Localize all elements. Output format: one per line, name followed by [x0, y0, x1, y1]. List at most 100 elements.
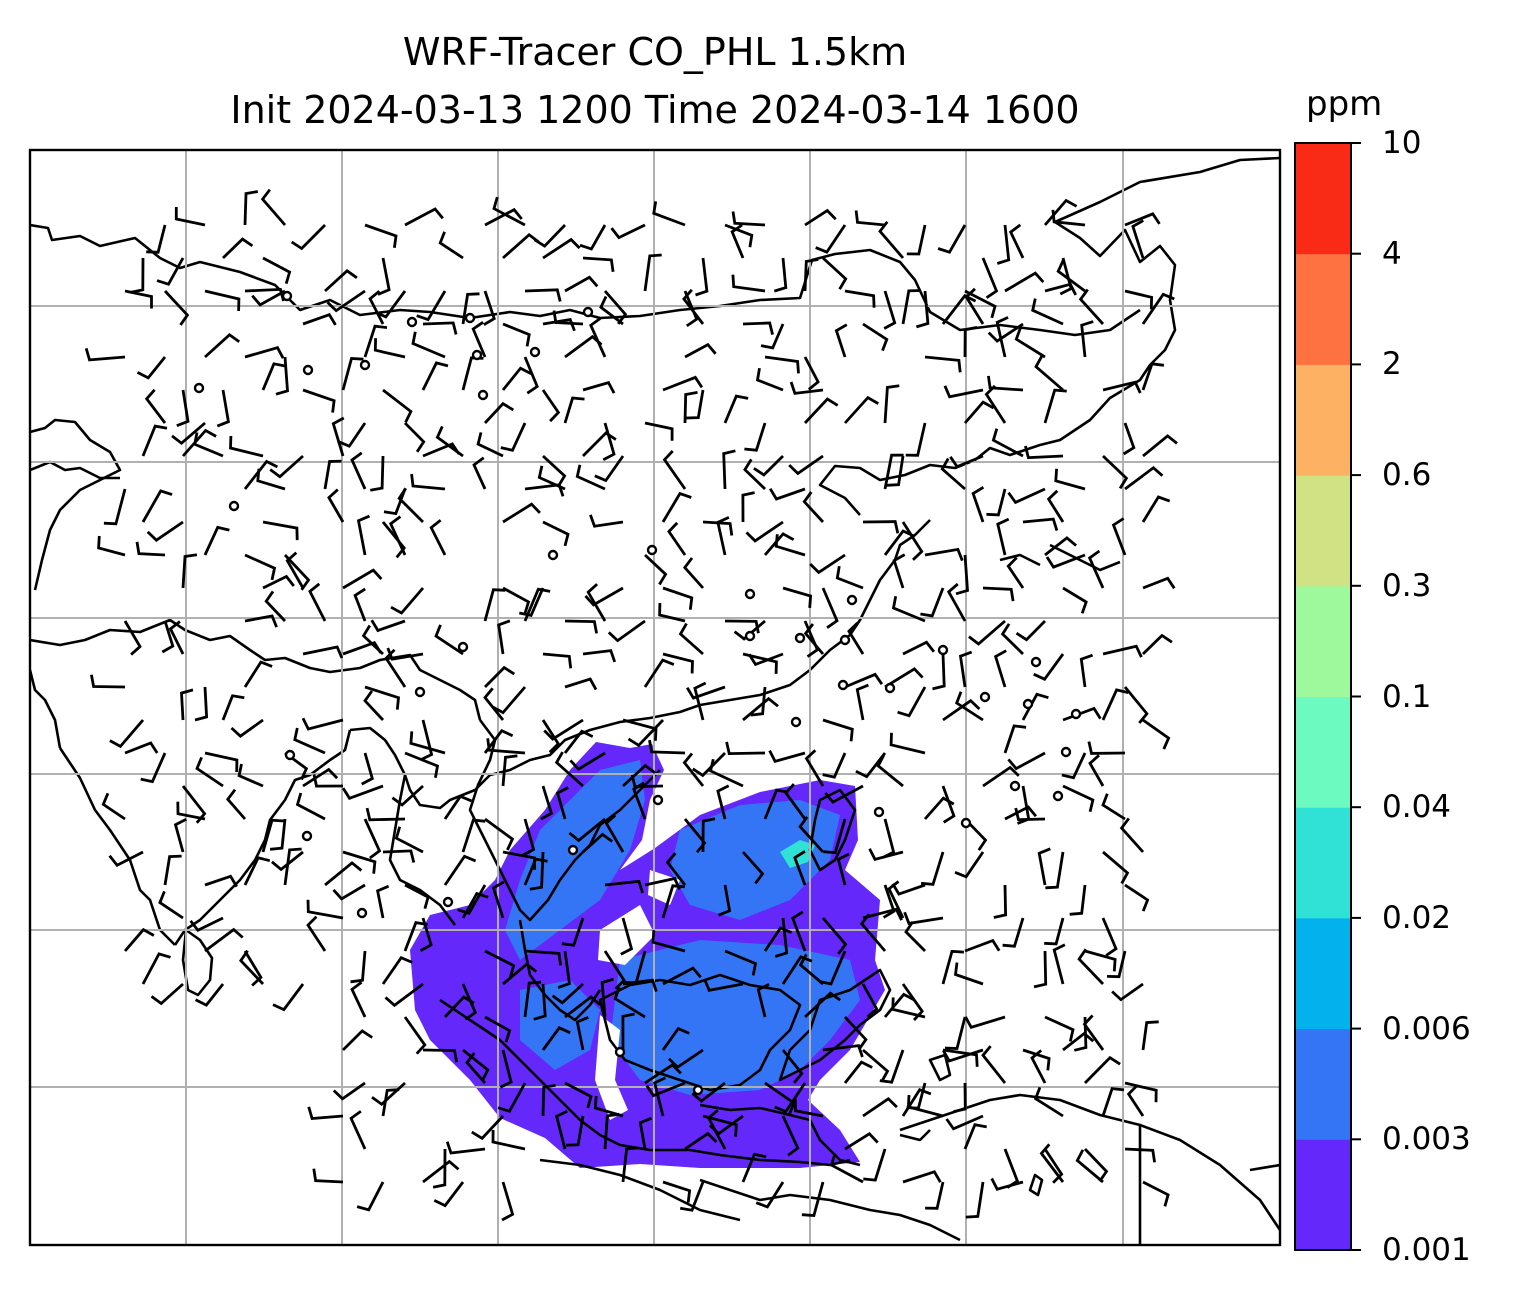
- wind-barb: [1141, 362, 1165, 391]
- wind-barb: [349, 1110, 367, 1150]
- wind-barb: [891, 595, 926, 623]
- wind-barb: [963, 326, 978, 358]
- wind-barb: [653, 1076, 667, 1117]
- wind-barb: [409, 731, 446, 755]
- wind-barb: [920, 587, 945, 618]
- wind-barb: [815, 224, 847, 254]
- wind-barb: [678, 622, 704, 656]
- wind-barb: [798, 953, 824, 986]
- wind-barb: [461, 292, 480, 325]
- wind-barb: [244, 614, 278, 628]
- wind-barb: [350, 981, 367, 1018]
- wind-barb: [422, 1159, 460, 1184]
- colorbar-segment: [1295, 475, 1351, 587]
- wind-barb: [483, 728, 514, 754]
- wind-barb: [243, 459, 279, 490]
- wind-barb: [923, 796, 955, 820]
- wind-barb: [774, 1082, 807, 1114]
- wind-barb: [667, 521, 687, 556]
- wind-barb: [1141, 292, 1175, 325]
- wind-barb: [693, 681, 707, 721]
- wind-barb: [465, 1052, 487, 1084]
- wind-barb: [1008, 223, 1025, 259]
- wind-barb: [742, 321, 774, 335]
- colorbar-tick-label: 2: [1382, 346, 1402, 383]
- wind-barb: [144, 388, 167, 424]
- wind-barb: [97, 535, 126, 557]
- wind-barb: [471, 321, 487, 358]
- wind-barb: [916, 290, 930, 329]
- wind-barb: [652, 201, 686, 227]
- wind-barb: [963, 400, 995, 424]
- wind-barb: [189, 916, 224, 933]
- wind-barb: [781, 1115, 800, 1157]
- wind-barb: [946, 582, 967, 622]
- calm-wind-marker: [281, 290, 293, 302]
- wind-barb: [541, 1083, 556, 1117]
- colorbar-segment: [1295, 1028, 1351, 1140]
- wind-barb: [1004, 805, 1037, 821]
- wind-barb: [1102, 454, 1129, 490]
- wind-barb: [124, 289, 153, 309]
- wind-barb: [661, 884, 685, 919]
- wind-barb: [1004, 271, 1045, 293]
- wind-barb: [1084, 1055, 1121, 1084]
- wind-barb: [724, 223, 754, 248]
- colorbar-segment: [1295, 917, 1351, 1030]
- calm-wind-marker: [646, 544, 658, 556]
- wind-barb: [353, 587, 367, 622]
- wind-barb: [665, 852, 687, 886]
- wind-barb: [523, 587, 551, 622]
- wind-barb: [648, 739, 686, 755]
- wind-barb: [529, 851, 545, 891]
- wind-barb: [824, 784, 864, 804]
- wind-barb: [302, 645, 344, 659]
- wind-barb: [879, 1049, 905, 1084]
- wind-barb: [435, 425, 464, 458]
- wind-barb: [724, 949, 758, 976]
- plume-core-2: [670, 800, 840, 920]
- colorbar: [1295, 142, 1361, 1251]
- plume-hotspot: [780, 840, 815, 868]
- wind-barb: [1002, 917, 1025, 948]
- wind-barb: [364, 223, 398, 248]
- wind-barb: [381, 1088, 400, 1117]
- wind-barb: [686, 389, 705, 420]
- wind-barb: [995, 316, 1009, 358]
- calm-wind-marker: [1022, 698, 1034, 710]
- wind-barb: [244, 553, 277, 581]
- wind-barb: [1014, 807, 1046, 822]
- wind-barb: [555, 786, 569, 820]
- wind-barb: [643, 253, 662, 292]
- wind-barb: [682, 752, 705, 787]
- wind-barb: [991, 428, 1024, 458]
- wind-barb: [501, 754, 518, 787]
- calm-wind-marker: [567, 844, 579, 856]
- wind-barb: [156, 257, 185, 286]
- wind-barb: [722, 449, 736, 490]
- wind-barb: [158, 890, 184, 920]
- wind-barb: [204, 289, 241, 312]
- wind-barb: [940, 457, 966, 491]
- wind-barb: [822, 752, 847, 779]
- wind-barb: [863, 1148, 887, 1182]
- wind-barb: [884, 667, 924, 689]
- wind-barb: [925, 1181, 945, 1210]
- wind-barb: [684, 342, 717, 359]
- wind-barb: [891, 883, 926, 896]
- map-title-line-1: WRF-Tracer CO_PHL 1.5km: [402, 30, 908, 74]
- wind-barb: [1022, 517, 1059, 532]
- wind-barb: [364, 685, 401, 710]
- wind-barb: [500, 422, 527, 452]
- wind-barb: [230, 718, 264, 739]
- wind-barb: [982, 765, 1020, 788]
- wind-barb: [836, 852, 850, 886]
- wind-barb: [788, 454, 824, 476]
- wind-barb: [324, 861, 363, 887]
- wind-barb: [1101, 688, 1129, 721]
- wind-barb: [603, 1112, 620, 1150]
- wind-barb: [644, 421, 674, 441]
- wind-barb: [904, 921, 926, 952]
- wind-barb: [593, 1095, 624, 1118]
- wind-barb: [773, 257, 788, 293]
